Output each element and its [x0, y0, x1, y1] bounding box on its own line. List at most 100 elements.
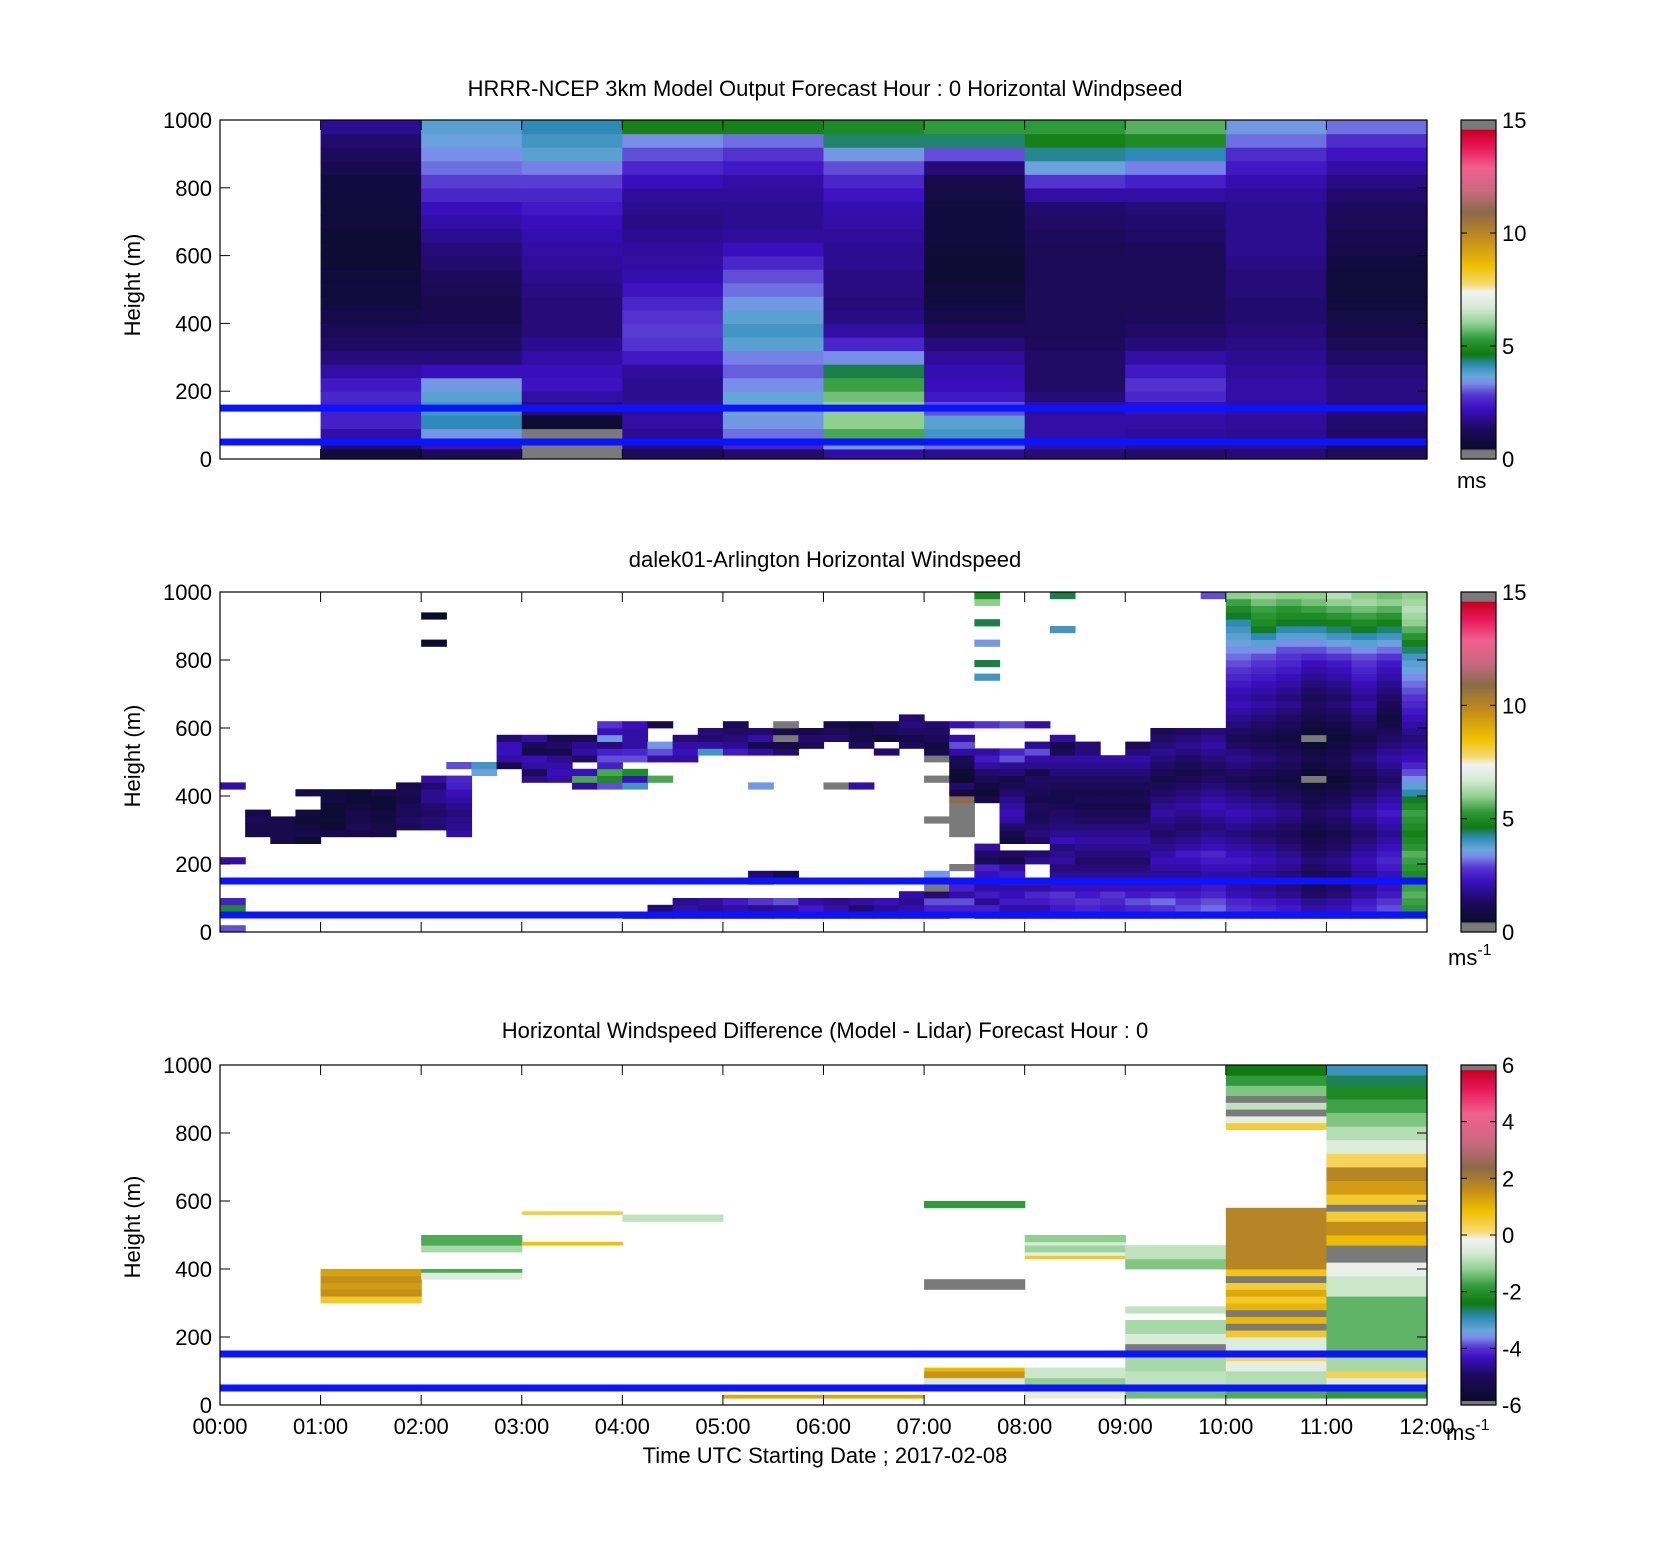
colorbar-segment	[1461, 1157, 1496, 1160]
heatmap-cell	[295, 823, 322, 831]
colorbar-segment	[1461, 1074, 1496, 1076]
colorbar-segment	[1461, 1377, 1496, 1380]
heatmap-cell	[1100, 891, 1126, 899]
colorbar-segment	[1461, 1287, 1496, 1289]
colorbar-segment	[1461, 743, 1496, 746]
heatmap-cell	[1376, 660, 1403, 668]
heatmap-cell	[1326, 1099, 1428, 1113]
heatmap-cell	[1074, 870, 1101, 878]
heatmap-cell	[1401, 605, 1428, 613]
colorbar-segment	[1461, 759, 1496, 762]
heatmap-cell	[1024, 147, 1126, 162]
heatmap-cell	[1326, 1180, 1428, 1195]
heatmap-cell	[999, 802, 1026, 810]
colorbar-segment	[1461, 1144, 1496, 1147]
colorbar-segment	[1461, 393, 1496, 396]
heatmap-cell	[1074, 864, 1101, 872]
colorbar-segment	[1461, 125, 1496, 128]
colorbar-segment	[1461, 1198, 1496, 1201]
colorbar-segment	[1461, 349, 1496, 352]
colorbar-segment	[1461, 1193, 1496, 1195]
heatmap-cell	[1200, 768, 1227, 776]
heatmap-cell	[1326, 626, 1353, 634]
heatmap-cell	[1401, 626, 1428, 634]
colorbar-segment	[1461, 728, 1496, 730]
colorbar-segment	[1461, 371, 1496, 374]
colorbar-segment	[1461, 227, 1496, 230]
heatmap-cell	[924, 336, 1026, 352]
colorbar-segment	[1461, 751, 1496, 754]
heatmap-cell	[597, 721, 623, 729]
colorbar-segment	[1461, 865, 1496, 867]
heatmap-cell	[949, 796, 975, 804]
heatmap-cell	[1276, 898, 1302, 906]
colorbar-segment	[1461, 1113, 1496, 1116]
colorbar-segment	[1461, 813, 1496, 815]
heatmap-cell	[1250, 598, 1277, 606]
colorbar-segment	[1461, 834, 1496, 837]
heatmap-cell	[798, 904, 825, 912]
heatmap-cell	[622, 147, 724, 162]
colorbar-tick-label: -2	[1502, 1280, 1522, 1305]
heatmap-cell	[597, 734, 623, 742]
heatmap-cell	[1326, 414, 1428, 430]
heatmap-cell	[1401, 734, 1428, 742]
heatmap-cell	[1150, 904, 1177, 912]
colorbar-segment	[1461, 279, 1496, 282]
heatmap-cell	[823, 364, 925, 379]
heatmap-cell	[823, 391, 925, 402]
heatmap-cell	[1326, 1245, 1428, 1263]
heatmap-cell	[1276, 728, 1302, 736]
heatmap-cell	[1250, 904, 1277, 912]
heatmap-cell	[320, 809, 347, 817]
colorbar-segment	[1461, 348, 1496, 350]
colorbar-segment	[1461, 292, 1496, 295]
colorbar-segment	[1461, 455, 1496, 458]
heatmap-cell	[1024, 830, 1051, 838]
heatmap-cell	[1351, 619, 1378, 627]
heatmap-cell	[1225, 864, 1252, 872]
colorbar-segment	[1461, 1293, 1496, 1296]
colorbar-segment	[1461, 1229, 1496, 1232]
colorbar-segment	[1461, 758, 1496, 761]
heatmap-cell	[798, 898, 825, 906]
heatmap-cell	[1326, 1112, 1428, 1127]
colorbar-unit: ms	[1457, 468, 1486, 493]
heatmap-cell	[823, 309, 925, 324]
colorbar-segment	[1461, 134, 1496, 137]
heatmap-cell	[572, 734, 598, 742]
colorbar-segment	[1461, 420, 1496, 423]
colorbar-segment	[1461, 220, 1496, 223]
colorbar-segment	[1461, 678, 1496, 680]
colorbar-segment	[1461, 1148, 1496, 1151]
heatmap-cell	[1301, 626, 1328, 634]
x-tick-label: 01:00	[293, 1414, 348, 1439]
heatmap-cell	[1024, 201, 1126, 216]
colorbar-segment	[1461, 1202, 1496, 1204]
colorbar-segment	[1461, 732, 1496, 735]
colorbar-segment	[1461, 132, 1496, 135]
colorbar-segment	[1461, 1135, 1496, 1137]
colorbar-segment	[1461, 842, 1496, 845]
heatmap-cell	[421, 428, 523, 440]
colorbar-segment	[1461, 1180, 1496, 1183]
heatmap-cell	[1024, 802, 1051, 810]
heatmap-cell	[1326, 598, 1353, 606]
heatmap-cell	[1125, 214, 1227, 230]
colorbar-segment	[1461, 673, 1496, 676]
colorbar-segment	[1461, 705, 1496, 708]
colorbar-segment	[1461, 647, 1496, 650]
colorbar-segment	[1461, 720, 1496, 722]
heatmap-cell	[1376, 802, 1403, 810]
heatmap-cell	[1125, 323, 1227, 338]
heatmap-cell	[1376, 741, 1403, 749]
heatmap-cell	[1250, 789, 1277, 797]
heatmap-cell	[1049, 898, 1076, 906]
colorbar-segment	[1461, 691, 1496, 694]
colorbar-segment	[1461, 599, 1496, 602]
heatmap-cell	[1351, 728, 1378, 736]
heatmap-cell	[320, 364, 422, 379]
heatmap-cell	[1024, 904, 1051, 912]
colorbar-segment	[1461, 773, 1496, 776]
colorbar-segment	[1461, 120, 1496, 122]
